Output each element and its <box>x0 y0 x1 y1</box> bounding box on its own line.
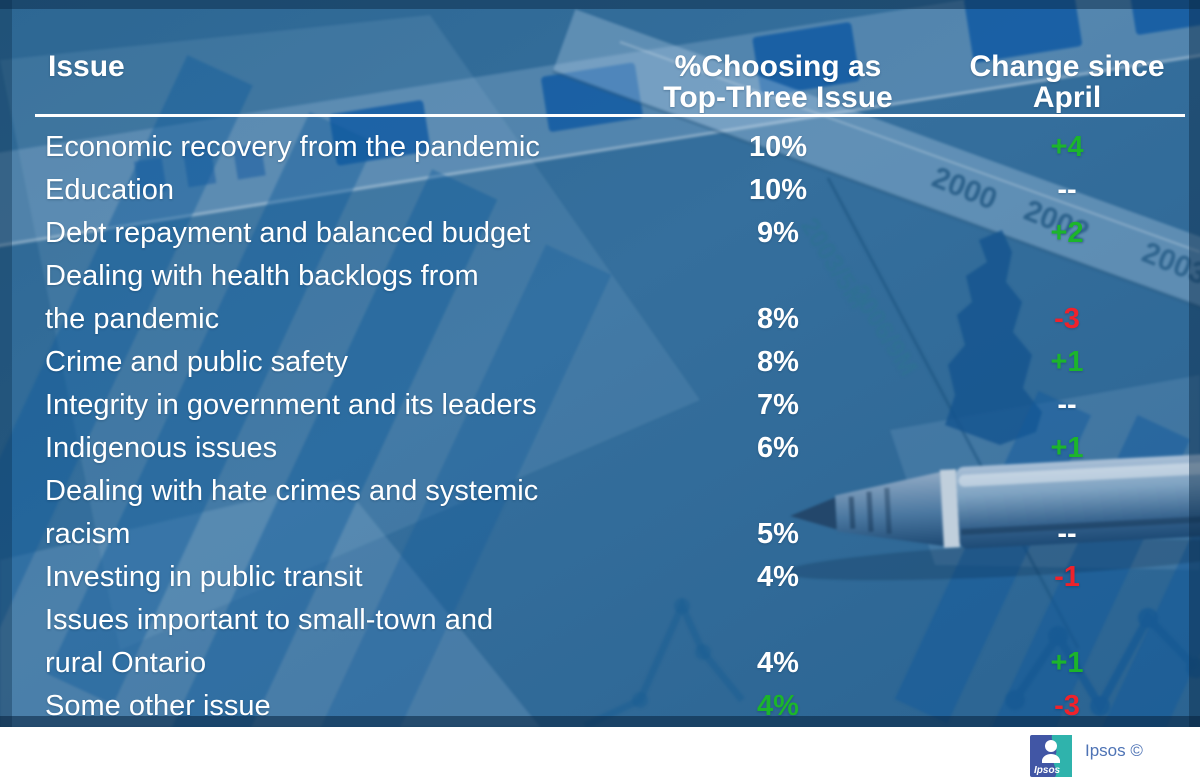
change-cell: -3 <box>1054 303 1080 335</box>
column-header-percent-line2: Top-Three Issue <box>663 81 893 114</box>
logo-wordmark: Ipsos <box>1034 765 1061 776</box>
table-row: Investing in public transit 4% -1 <box>0 556 1200 599</box>
percent-cell: 8% <box>757 346 799 378</box>
issue-cell: Dealing with health backlogs from the pa… <box>45 260 479 335</box>
percent-cell: 7% <box>757 389 799 421</box>
table-header: Issue %Choosing as Top-Three Issue Chang… <box>0 51 1200 113</box>
change-cell: -- <box>1057 174 1077 206</box>
issue-cell: Economic recovery from the pandemic <box>45 131 540 163</box>
table-row: Integrity in government and its leaders … <box>0 384 1200 427</box>
table-row: Economic recovery from the pandemic 10% … <box>0 126 1200 169</box>
header-underline <box>35 114 1185 117</box>
issue-cell: Crime and public safety <box>45 346 349 378</box>
percent-cell: 4% <box>757 690 799 722</box>
issue-cell: Investing in public transit <box>45 561 363 593</box>
background-art: 2000 2002 2003 2003/5M 2006/9M <box>0 0 1200 727</box>
change-cell: +1 <box>1050 647 1084 679</box>
column-header-issue: Issue <box>48 50 125 83</box>
table-body: Economic recovery from the pandemic 10% … <box>0 126 1200 728</box>
table-row: Indigenous issues 6% +1 <box>0 427 1200 470</box>
column-header-change: Change since April <box>947 51 1187 113</box>
percent-cell: 10% <box>748 174 808 206</box>
change-cell: +2 <box>1050 217 1084 249</box>
ipsos-logo: Ipsos <box>1030 735 1072 777</box>
brand-text: Ipsos © <box>1085 741 1143 760</box>
table-row: Crime and public safety 8% +1 <box>0 341 1200 384</box>
change-cell: -1 <box>1054 561 1080 593</box>
change-cell: +1 <box>1050 346 1084 378</box>
table-row: Debt repayment and balanced budget 9% +2 <box>0 212 1200 255</box>
issue-cell: Some other issue <box>45 690 271 722</box>
table-row: Dealing with hate crimes and systemic ra… <box>0 470 1200 556</box>
percent-cell: 4% <box>757 561 799 593</box>
change-cell: +1 <box>1050 432 1084 464</box>
change-cell: +4 <box>1050 131 1084 163</box>
change-cell: -- <box>1057 518 1077 550</box>
percent-cell: 6% <box>757 432 799 464</box>
issue-cell: Education <box>45 174 174 206</box>
issue-cell: Debt repayment and balanced budget <box>45 217 531 249</box>
percent-cell: 5% <box>757 518 799 550</box>
pen-image <box>783 443 1200 581</box>
percent-cell: 8% <box>757 303 799 335</box>
change-cell: -3 <box>1054 690 1080 722</box>
poll-table: Issue %Choosing as Top-Three Issue Chang… <box>0 51 1200 728</box>
table-row: Education 10% -- <box>0 169 1200 212</box>
table-row: Some other issue 4% -3 <box>0 685 1200 728</box>
column-header-change-line2: April <box>1032 81 1102 114</box>
table-row: Dealing with health backlogs from the pa… <box>0 255 1200 341</box>
background-photo: 2000 2002 2003 2003/5M 2006/9M <box>0 0 1200 727</box>
percent-cell: 10% <box>748 131 808 163</box>
column-header-percent: %Choosing as Top-Three Issue <box>660 51 896 113</box>
issue-cell: Dealing with hate crimes and systemic ra… <box>45 475 539 550</box>
percent-cell: 9% <box>757 217 799 249</box>
issue-cell: Issues important to small-town and rural… <box>45 604 494 679</box>
table-row: Issues important to small-town and rural… <box>0 599 1200 685</box>
footer: Ipsos Ipsos © <box>0 727 1200 780</box>
column-header-change-line1: Change since <box>969 50 1165 83</box>
column-header-percent-line1: %Choosing as <box>674 50 882 83</box>
issue-cell: Integrity in government and its leaders <box>45 389 537 421</box>
change-cell: -- <box>1057 389 1077 421</box>
percent-cell: 4% <box>757 647 799 679</box>
issue-cell: Indigenous issues <box>45 432 278 464</box>
